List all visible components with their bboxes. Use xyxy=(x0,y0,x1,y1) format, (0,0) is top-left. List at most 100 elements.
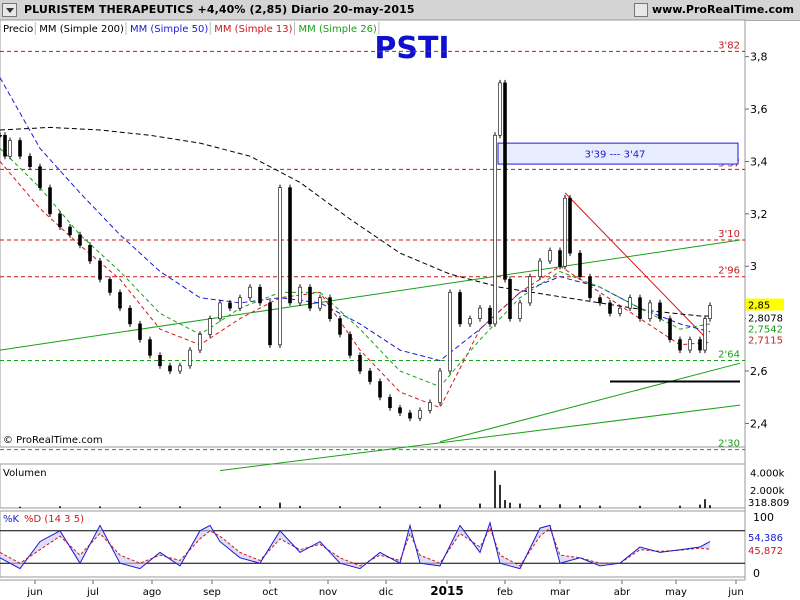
price-candle xyxy=(168,365,172,372)
stochastic-panel xyxy=(0,510,746,578)
stoch-legend-k: %K xyxy=(3,514,20,525)
price-candle xyxy=(438,370,442,403)
volume-bar xyxy=(559,504,561,508)
price-candle xyxy=(318,297,322,309)
volume-bar xyxy=(99,506,101,508)
last-value-label: 2,7542 xyxy=(748,325,783,336)
stoch-tick-label: 100 xyxy=(753,511,774,524)
stoch-d-line xyxy=(0,526,711,567)
price-candle xyxy=(98,260,102,280)
volume-bar xyxy=(179,506,181,508)
price-candle xyxy=(568,197,572,254)
price-candle xyxy=(268,302,272,346)
price-candle xyxy=(118,292,122,309)
price-candle xyxy=(208,318,212,335)
volume-title: Volumen xyxy=(3,468,47,479)
y-tick-label: 3,8 xyxy=(750,51,768,64)
price-candle xyxy=(688,339,692,351)
last-value-label: 2,8078 xyxy=(748,314,783,325)
price-candle xyxy=(588,276,592,298)
ma-line xyxy=(0,161,711,409)
level-label: 3'10 xyxy=(718,229,740,240)
price-candle xyxy=(468,318,472,325)
price-candle xyxy=(328,297,332,319)
stoch-last-label: 54,386 xyxy=(748,533,783,544)
x-axis-label: jul xyxy=(86,587,99,598)
volume-bar xyxy=(19,506,21,508)
volume-bar xyxy=(699,504,701,508)
volume-bar xyxy=(379,506,381,508)
stoch-tick-label: 0 xyxy=(753,567,760,580)
price-candle xyxy=(698,339,702,351)
price-candle xyxy=(703,318,707,351)
level-label: 2'64 xyxy=(718,350,740,361)
y-tick-label: 2,4 xyxy=(750,417,768,430)
last-value-box xyxy=(746,298,784,311)
price-candle xyxy=(218,302,222,319)
ma-line xyxy=(0,126,710,317)
price-candle xyxy=(368,370,372,382)
level-label: 3'82 xyxy=(718,40,740,51)
x-axis-label: sep xyxy=(203,587,221,598)
price-candle xyxy=(258,286,262,304)
price-candle xyxy=(48,187,52,215)
price-candle xyxy=(528,276,532,304)
price-candle xyxy=(88,244,92,262)
price-candle xyxy=(378,381,382,398)
price-candle xyxy=(638,297,642,319)
x-axis-label: 2015 xyxy=(430,584,463,598)
window-square-icon[interactable] xyxy=(634,3,648,17)
volume-bar xyxy=(504,500,506,508)
volume-bar xyxy=(499,484,501,508)
volume-bar xyxy=(709,505,711,508)
price-candle xyxy=(188,349,192,367)
level-label: 2'30 xyxy=(718,439,740,450)
price-candle xyxy=(478,307,482,319)
volume-bar xyxy=(59,506,61,508)
gap-zone xyxy=(497,142,739,165)
price-candle xyxy=(503,82,507,280)
price-candle xyxy=(248,286,252,298)
ma-line xyxy=(0,148,711,388)
last-value-label: 2,7115 xyxy=(748,336,783,347)
price-candle xyxy=(0,134,2,137)
trendline xyxy=(439,362,741,443)
last-value-box xyxy=(746,333,784,346)
chart-header: PLURISTEM THERAPEUTICS +4,40% (2,85) Dia… xyxy=(0,0,800,21)
volume-bar xyxy=(299,505,301,508)
price-candle xyxy=(3,134,7,157)
price-candle xyxy=(458,292,462,325)
gap-zone-label: 3'39 --- 3'47 xyxy=(585,150,646,161)
volume-bar xyxy=(679,505,681,508)
price-candle xyxy=(278,187,282,346)
price-candle xyxy=(488,307,492,325)
price-candle xyxy=(708,305,712,319)
volume-bar xyxy=(439,504,441,508)
price-candle xyxy=(128,307,132,325)
price-candle xyxy=(398,407,402,414)
price-candle xyxy=(608,302,612,314)
price-candle xyxy=(508,279,512,319)
trendline xyxy=(219,404,741,472)
x-axis-label: may xyxy=(665,587,687,598)
menu-dropdown-icon[interactable] xyxy=(2,3,17,17)
price-candle xyxy=(358,355,362,372)
volume-tick-label: 2.000k xyxy=(750,486,785,497)
price-candle xyxy=(538,260,542,278)
site-url[interactable]: www.ProRealTime.com xyxy=(651,3,794,16)
y-tick-label: 3,2 xyxy=(750,208,768,221)
volume-bar xyxy=(599,505,601,508)
price-candle xyxy=(158,355,162,367)
volume-tick-label: 4.000k xyxy=(750,468,785,479)
price-candle xyxy=(563,197,567,267)
x-axis-label: ago xyxy=(143,587,162,598)
price-candle xyxy=(428,402,432,411)
volume-bar xyxy=(339,506,341,508)
volume-bar xyxy=(639,505,641,508)
price-candle xyxy=(198,334,202,351)
price-candle xyxy=(658,302,662,319)
x-axis-label: mar xyxy=(550,587,571,598)
price-candle xyxy=(448,292,452,372)
